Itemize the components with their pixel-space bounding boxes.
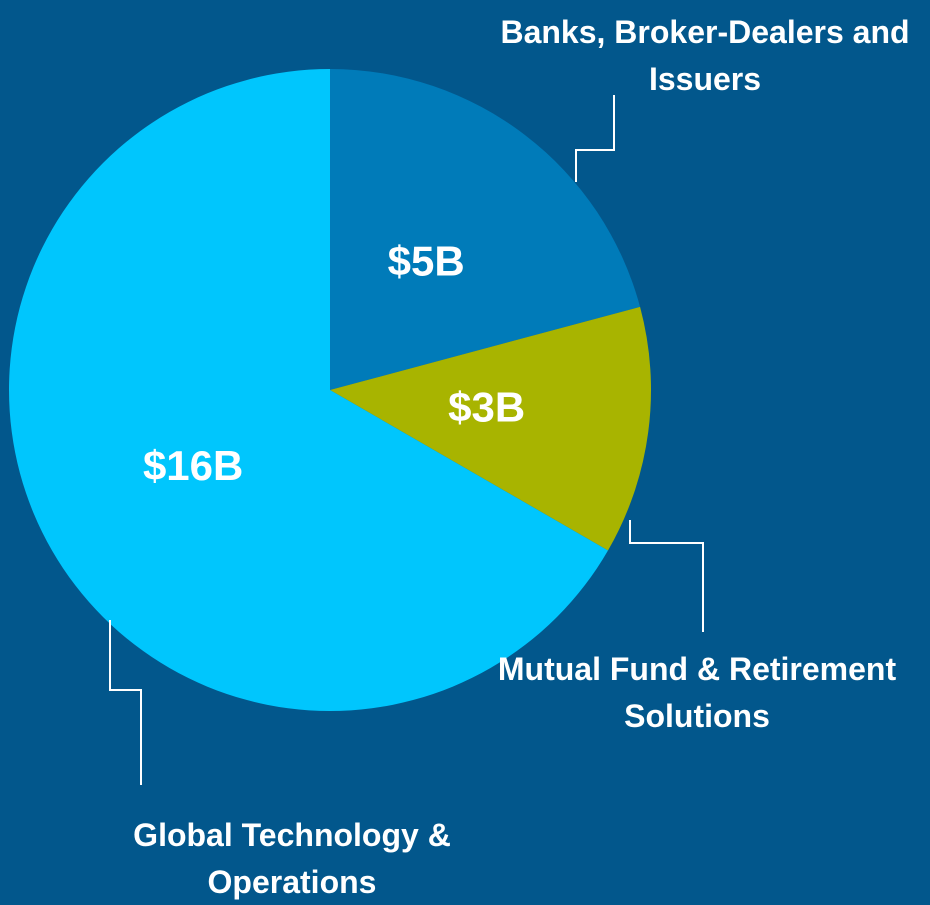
pie-slice xyxy=(8,69,608,711)
category-label: Global Technology & Operations xyxy=(133,817,451,900)
pie xyxy=(8,69,651,711)
category-label: Mutual Fund & Retirement Solutions xyxy=(497,651,897,734)
category-label: Banks, Broker-Dealers and Issuers xyxy=(500,14,910,97)
pie-slice xyxy=(330,69,641,390)
value-label: $5B xyxy=(388,238,465,285)
leader-line xyxy=(575,95,615,182)
leader-line xyxy=(109,620,142,785)
value-label: $16B xyxy=(143,442,243,489)
pie-slice xyxy=(330,306,651,551)
leader-line xyxy=(629,520,704,632)
value-labels: $5B $3B $16B xyxy=(143,238,525,489)
value-label: $3B xyxy=(448,384,525,431)
